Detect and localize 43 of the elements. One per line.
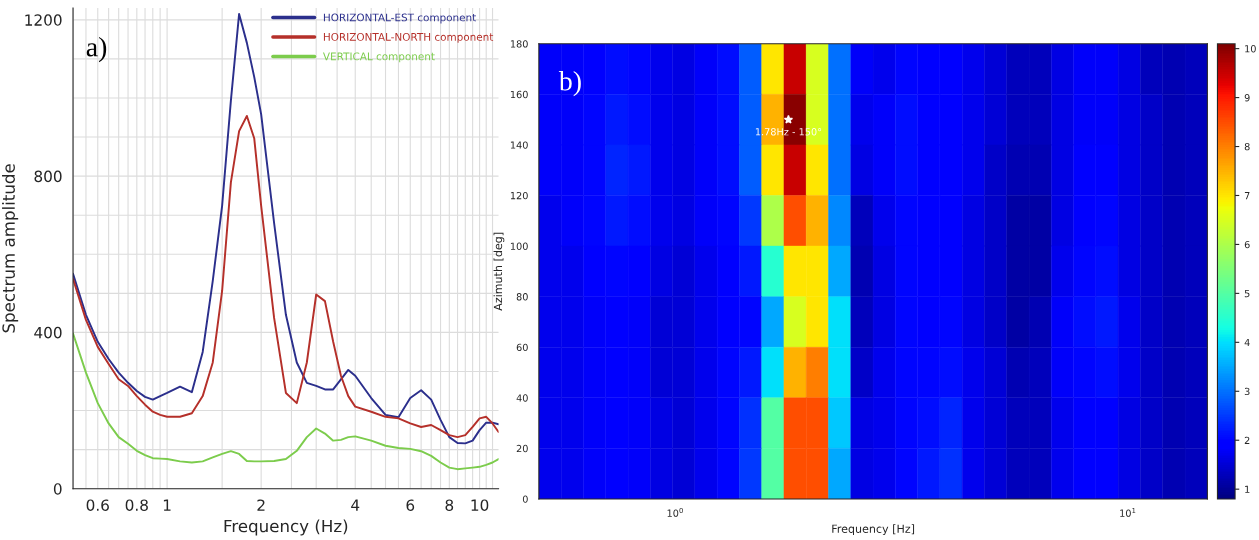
color-bar-label: 5 [1244, 289, 1250, 298]
color-bar-label: 7 [1244, 192, 1250, 200]
color-bar-label: 3 [1244, 387, 1250, 396]
x-tick-label: 10$^{0}$ [667, 507, 683, 517]
y-tick-label: 120 [510, 191, 528, 200]
x-tick-label: 0.8 [125, 499, 148, 511]
y-tick-label: 400 [34, 326, 62, 339]
color-bar-label: 4 [1244, 338, 1250, 347]
y-tick-label: 160 [510, 90, 528, 99]
legend-label: HORIZONTAL-NORTH component [323, 32, 494, 43]
y-tick-label: 0 [53, 483, 62, 495]
legend-label: VERTICAL component [322, 52, 435, 63]
color-bar-label: 9 [1244, 94, 1250, 102]
y-tick-label: 60 [516, 343, 528, 352]
y-tick-label: 140 [510, 141, 528, 149]
annotation: a) [86, 36, 107, 63]
x-tick-label: 10$^{1}$ [1120, 508, 1136, 517]
legend-label: HORIZONTAL-EST component [323, 13, 476, 24]
y-tick-label: 0 [522, 495, 528, 503]
color-bar-label: 6 [1244, 240, 1250, 249]
y-tick-label: 800 [34, 170, 62, 183]
color-bar-label: 8 [1244, 143, 1250, 151]
x-tick-label: 6 [406, 499, 415, 511]
annotation: b) [558, 71, 581, 97]
x-axis-title: Frequency (Hz) [224, 519, 348, 536]
y-tick-label: 40 [516, 394, 528, 402]
y-tick-label: 1200 [25, 14, 62, 26]
y-tick-label: 100 [510, 242, 528, 250]
x-tick-label: 0.6 [86, 499, 109, 511]
x-tick-label: 10 [471, 499, 489, 511]
y-tick-label: 180 [510, 40, 528, 48]
y-axis-title: Spectrum amplitude [2, 164, 19, 333]
x-tick-label: 2 [257, 499, 265, 511]
y-tick-label: 20 [516, 444, 528, 453]
y-axis-title: Azimuth [deg] [493, 232, 505, 311]
x-tick-label: 8 [445, 499, 454, 511]
x-tick-label: 4 [351, 499, 360, 511]
x-tick-label: 1 [163, 499, 171, 511]
y-tick-label: 80 [516, 293, 528, 301]
x-axis-title: Frequency [Hz] [832, 524, 915, 536]
color-bar-label: 2 [1244, 436, 1250, 444]
color-bar-label: 1 [1245, 485, 1250, 493]
color-bar-label: 10 [1245, 45, 1256, 53]
